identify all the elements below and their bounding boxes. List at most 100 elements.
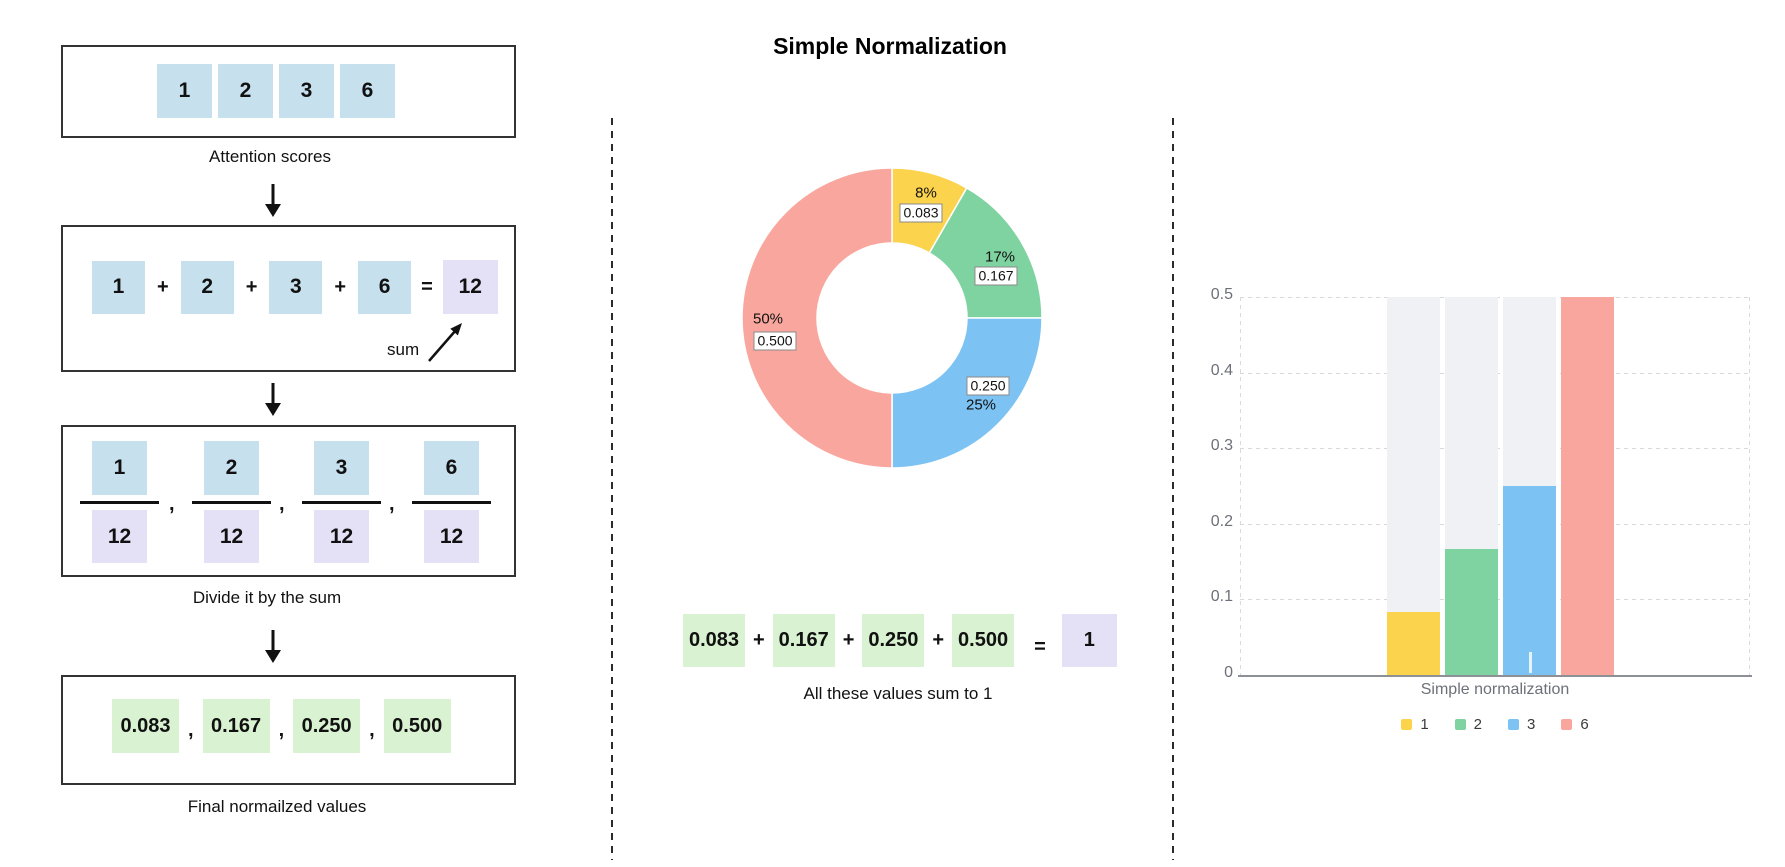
score-box: 2 [218, 64, 273, 118]
y-tick-label: 0.4 [1210, 362, 1233, 379]
legend-label: 1 [1420, 716, 1429, 733]
attention-scores-box: 1 2 3 6 [61, 45, 516, 138]
legend-item[interactable]: 3 [1508, 716, 1535, 733]
fraction-bar [412, 501, 491, 504]
legend-swatch [1508, 719, 1519, 730]
donut-slice-6 [741, 167, 893, 469]
fraction-bar [192, 501, 271, 504]
plus-sign: + [334, 275, 347, 298]
bar-series-6 [1561, 297, 1614, 675]
comma: , [369, 718, 375, 741]
sum-equation-row: 1 + 2 + 3 + 6 = 12 [92, 260, 498, 314]
equation-term-box: 0.250 [862, 614, 925, 667]
equation-caption: All these values sum to 1 [803, 684, 993, 703]
fraction: 6 12 [412, 441, 491, 563]
equals-sign: = [1034, 636, 1046, 658]
panel-divider [611, 118, 613, 860]
score-box: 3 [269, 260, 323, 314]
plot-border-left [1240, 297, 1241, 675]
comma: , [169, 493, 175, 515]
numerator-box: 2 [204, 441, 259, 495]
donut-value-label: 0.083 [899, 203, 943, 223]
plus-sign: + [245, 275, 258, 298]
bar-background [1387, 297, 1440, 675]
score-box: 1 [157, 64, 212, 118]
comma: , [278, 718, 285, 741]
legend-swatch [1401, 719, 1413, 730]
donut-value-label: 0.167 [974, 266, 1018, 286]
donut-percent-label: 25% [965, 396, 997, 414]
normalized-value-box: 0.083 [112, 699, 179, 753]
fraction: 3 12 [302, 441, 381, 563]
y-tick-label: 0.2 [1210, 513, 1233, 530]
normalized-value-box: 0.500 [383, 699, 451, 753]
attention-scores-row: 1 2 3 6 [157, 64, 395, 118]
score-box: 6 [358, 260, 412, 314]
plus-sign: + [753, 629, 765, 651]
chart-legend: 1 2 3 6 [1240, 716, 1750, 733]
bar-slot [1561, 297, 1614, 675]
score-box: 6 [340, 64, 395, 118]
bar-slot [1387, 297, 1440, 675]
sum-to-one-equation: 0.083 + 0.167 + 0.250 + 0.500 = 1 [683, 613, 1117, 668]
y-tick-label: 0 [1224, 664, 1233, 681]
fraction-bar [302, 501, 381, 504]
normalized-values-row: 0.083 , 0.167 , 0.250 , 0.500 [112, 699, 451, 753]
denominator-box: 12 [92, 510, 147, 563]
text-cursor-artifact [1529, 652, 1532, 673]
bar-slot [1445, 297, 1498, 675]
score-box: 1 [92, 260, 145, 314]
bar-series-3 [1503, 486, 1556, 675]
legend-label: 6 [1580, 716, 1589, 733]
legend-item[interactable]: 2 [1454, 716, 1482, 733]
attention-scores-caption: Attention scores [209, 147, 331, 166]
equation-term-box: 0.167 [772, 614, 835, 667]
sum-pointer-arrow-icon [428, 323, 462, 362]
legend-label: 2 [1473, 716, 1482, 733]
fraction: 2 12 [192, 441, 271, 563]
donut-value-label: 0.500 [753, 331, 797, 351]
plot-border-right [1749, 297, 1750, 675]
equation-term-box: 0.500 [952, 614, 1015, 667]
bar-series-1 [1387, 612, 1440, 675]
bar-slot [1503, 297, 1556, 675]
donut-percent-label: 8% [915, 184, 937, 202]
numerator-box: 1 [92, 441, 147, 495]
fraction: 1 12 [80, 441, 159, 563]
denominator-box: 12 [424, 510, 479, 563]
denominator-box: 12 [204, 510, 259, 563]
legend-swatch [1561, 719, 1573, 730]
page-title: Simple Normalization [773, 33, 1007, 59]
y-tick-label: 0.1 [1210, 588, 1233, 605]
sum-equation-box: 1 + 2 + 3 + 6 = 12 sum [61, 225, 516, 372]
score-box: 2 [180, 260, 234, 314]
equation-result-box: 1 [1061, 614, 1117, 667]
donut-percent-label: 50% [752, 310, 784, 328]
x-axis-line [1238, 675, 1752, 677]
comma: , [279, 493, 285, 515]
x-axis-label: Simple normalization [1420, 681, 1570, 698]
bar-group [1387, 297, 1614, 675]
division-box: 1 12 , 2 12 , 3 12 , 6 12 [61, 425, 516, 577]
down-arrow-icon [265, 630, 281, 663]
donut-chart [741, 167, 1043, 469]
equation-term-box: 0.083 [683, 614, 745, 667]
normalized-values-caption: Final normailzed values [187, 797, 367, 816]
normalized-value-box: 0.167 [202, 699, 270, 753]
legend-swatch [1454, 719, 1466, 730]
down-arrow-icon [265, 383, 281, 416]
legend-item[interactable]: 1 [1401, 716, 1429, 733]
y-tick-label: 0.3 [1210, 437, 1233, 454]
comma: , [188, 718, 194, 741]
sum-result-box: 12 [442, 260, 498, 314]
normalized-value-box: 0.250 [293, 699, 361, 753]
legend-item[interactable]: 6 [1561, 716, 1589, 733]
plus-sign: + [842, 629, 855, 651]
plus-sign: + [932, 629, 945, 651]
sum-annotation: sum [387, 340, 420, 359]
legend-label: 3 [1527, 716, 1536, 733]
bar-series-2 [1445, 548, 1498, 675]
comma: , [389, 493, 395, 515]
score-box: 3 [279, 64, 334, 118]
